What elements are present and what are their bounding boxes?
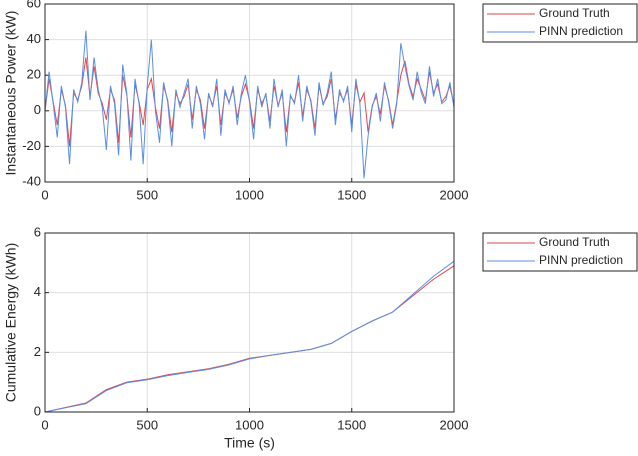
legend-box <box>482 3 638 43</box>
data-line <box>44 260 455 413</box>
y-tick-label: 40 <box>27 31 41 46</box>
legend-label: PINN prediction <box>539 24 623 38</box>
legend-label: PINN prediction <box>539 253 623 267</box>
y-tick-label: 0 <box>34 102 41 117</box>
y-axis-label: Cumulative Energy (kWh) <box>3 243 19 403</box>
axes-frame <box>44 232 455 413</box>
y-tick-label: 20 <box>27 67 41 82</box>
x-tick-label: 2000 <box>440 417 469 432</box>
x-axis-label: Time (s) <box>224 435 275 451</box>
x-tick-label: 2000 <box>440 187 469 202</box>
y-tick-label: 4 <box>34 284 41 299</box>
y-tick-label: 6 <box>34 224 41 239</box>
x-tick-label: 500 <box>136 417 158 432</box>
y-tick-label: 0 <box>34 403 41 418</box>
x-tick-label: 1500 <box>337 417 366 432</box>
y-tick-label: 60 <box>27 0 41 10</box>
legend-box <box>482 232 638 272</box>
y-tick-label: -20 <box>22 138 41 153</box>
x-tick-label: 0 <box>41 187 48 202</box>
legend-label: Ground Truth <box>539 235 610 249</box>
x-tick-label: 500 <box>136 187 158 202</box>
x-tick-label: 1000 <box>235 417 264 432</box>
y-axis-label: Instantaneous Power (kW) <box>3 11 19 176</box>
legend: Ground Truth PINN prediction <box>482 3 638 43</box>
legend-label: Ground Truth <box>539 6 610 20</box>
x-tick-label: 1500 <box>337 187 366 202</box>
data-line <box>44 30 455 179</box>
x-tick-label: 1000 <box>235 187 264 202</box>
legend: Ground Truth PINN prediction <box>482 232 638 272</box>
y-tick-label: -40 <box>22 173 41 188</box>
x-tick-label: 0 <box>41 417 48 432</box>
y-tick-label: 2 <box>34 344 41 359</box>
axes-frame <box>44 3 455 183</box>
